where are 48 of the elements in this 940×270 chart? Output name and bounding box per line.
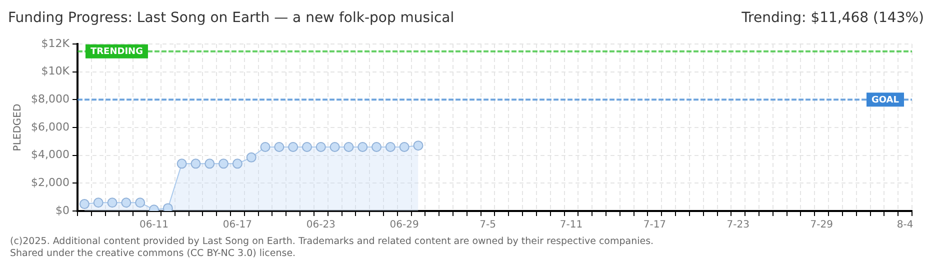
x-tick-label: 7-17 [643, 220, 666, 231]
text: Shared under the creative commons (CC BY-NC 3.0) license. [10, 248, 297, 260]
x-tick-label: 06-17 [222, 220, 252, 231]
point [330, 142, 340, 152]
text: (c)2025. Additional content provided by Last Song on Earth. Trademarks and related content are owned by their respective companies. [10, 236, 654, 248]
x-tick-label: 7-5 [480, 220, 496, 231]
point [358, 142, 368, 152]
point [372, 142, 382, 152]
point [162, 203, 173, 211]
y-tick-label: $6,000 [30, 120, 70, 134]
point [135, 198, 146, 208]
chart-title: Funding Progress: Last Song on Earth — a new folk-pop musical [8, 10, 454, 26]
point [344, 142, 354, 152]
point [302, 142, 312, 152]
x-tick-label: 06-11 [139, 220, 169, 231]
x-tick-label: 7-23 [726, 220, 750, 231]
point [288, 142, 298, 152]
point [316, 142, 326, 152]
point [232, 158, 242, 169]
point [121, 198, 132, 208]
y-axis-title: PLEDGED [12, 104, 24, 152]
x-tick-label: 8-4 [896, 220, 914, 231]
point [385, 142, 396, 152]
point [274, 142, 284, 152]
point [413, 140, 424, 151]
y-tick-label: $2,000 [30, 176, 70, 190]
y-tick-label: $8,000 [30, 92, 70, 106]
ref-line-label: TRENDING [90, 47, 143, 58]
point [190, 158, 201, 169]
x-tick-label: 7-29 [810, 220, 833, 231]
y-tick-label: $10K [41, 64, 70, 78]
y-tick-label: $4,000 [30, 148, 70, 162]
point [93, 198, 104, 208]
point [204, 158, 215, 169]
y-tick-label: $12K [41, 36, 70, 50]
x-tick-label: 06-29 [390, 220, 419, 231]
point [260, 142, 270, 152]
point [218, 158, 229, 169]
x-tick-label: 06-23 [306, 220, 336, 231]
point [107, 198, 118, 208]
point [176, 158, 187, 169]
x-tick-label: 7-11 [560, 220, 583, 231]
point [79, 199, 90, 210]
text: Trending: $11,468 (143%) [742, 10, 924, 26]
point [246, 152, 256, 162]
ref-line-label: GOAL [872, 96, 900, 106]
y-tick-label: $0 [55, 204, 70, 217]
point [399, 142, 410, 152]
